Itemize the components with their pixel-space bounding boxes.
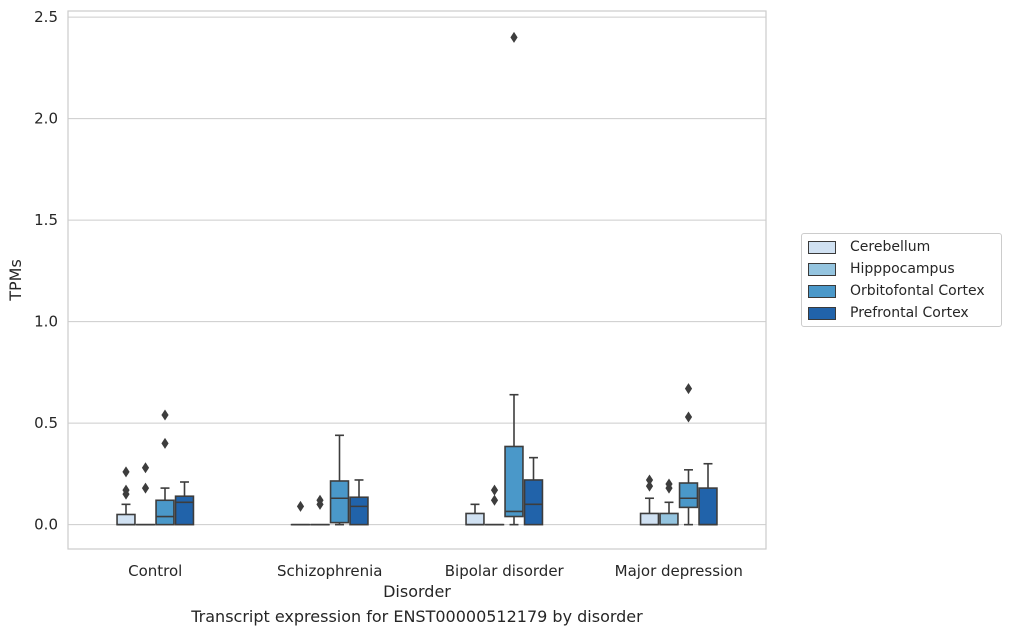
box-body [504,445,524,518]
outlier-point [122,484,130,496]
x-tick-label: Major depression [615,562,743,580]
outlier-point [141,462,150,474]
outlier-point [490,494,499,506]
outlier-point [141,482,150,494]
y-tick-label: 0.0 [34,516,58,534]
y-tick-label: 0.5 [34,414,58,432]
chart-legend: Cerebellum Hipppocampus Orbitofontal Cor… [801,233,1002,327]
outlier-point [645,480,654,492]
box-body [698,487,718,526]
legend-item-hippocampus: Hipppocampus [808,259,955,279]
outlier-point [161,409,169,421]
figure-caption: Transcript expression for ENST0000051217… [191,607,643,626]
box-body [329,480,350,524]
legend-swatch [808,240,836,254]
y-tick-label: 2.0 [34,110,58,128]
legend-label: Orbitofontal Cortex [850,283,985,299]
box-body [639,512,660,526]
outlier-point [161,437,169,449]
y-axis-label: TPMs [6,259,25,302]
outlier-point [665,478,673,490]
box-body [155,499,175,526]
x-tick-label: Control [128,562,182,580]
legend-label: Hipppocampus [850,261,955,277]
outlier-point [684,411,693,423]
legend-swatch [808,306,836,320]
x-tick-label: Bipolar disorder [445,562,565,580]
plot-frame [67,10,767,550]
outlier-point [296,500,305,512]
x-tick-label: Schizophrenia [277,562,382,580]
outlier-point [316,494,324,506]
box-body [659,512,679,526]
legend-item-cerebellum: Cerebellum [808,237,930,257]
x-axis-label: Disorder [383,582,451,601]
box-body [523,479,544,526]
box-body [678,482,699,509]
box-body [116,513,136,526]
y-tick-label: 2.5 [34,8,58,26]
legend-swatch [808,262,836,276]
outlier-point [645,474,654,486]
legend-item-orbitofrontal-cortex: Orbitofontal Cortex [808,281,985,301]
box-body [349,496,369,526]
outlier-point [122,466,130,478]
y-tick-label: 1.0 [34,313,58,331]
legend-label: Prefrontal Cortex [850,305,969,321]
outlier-point [510,31,518,43]
y-tick-label: 1.5 [34,211,58,229]
box-body [465,512,485,526]
legend-label: Cerebellum [850,239,931,255]
outlier-point [684,383,693,395]
box-body [174,495,195,526]
outlier-point [490,484,499,496]
legend-swatch [808,284,836,298]
legend-item-prefrontal-cortex: Prefrontal Cortex [808,303,969,323]
